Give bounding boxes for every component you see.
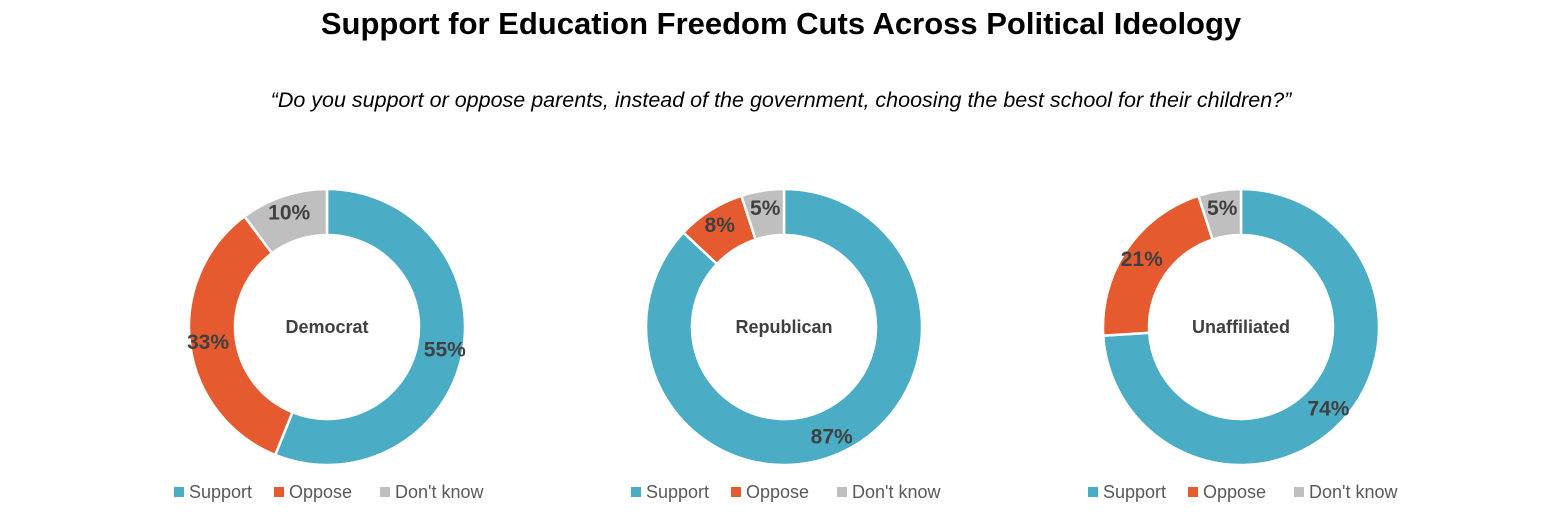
donut-chart-democrat: 55% 33% 10% Democrat Support Oppose Don't know (174, 187, 484, 502)
legend-label-support: Support (189, 482, 252, 502)
legend-swatch-support (1088, 487, 1098, 497)
data-label-oppose: 8% (705, 214, 736, 237)
chart-subtitle: “Do you support or oppose parents, inste… (270, 88, 1292, 112)
legend-swatch-oppose (1188, 487, 1198, 497)
legend-label-support: Support (646, 482, 709, 502)
chart-legend: Support Oppose Don't know (174, 482, 484, 502)
donut-chart-republican: 87% 8% 5% Republican Support Oppose Don't know (631, 187, 941, 502)
legend-label-oppose: Oppose (746, 482, 809, 502)
legend-swatch-oppose (731, 487, 741, 497)
chart-legend: Support Oppose Don't know (631, 482, 941, 502)
legend-label-dont-know: Don't know (395, 482, 484, 502)
data-label-support: 74% (1307, 398, 1349, 421)
chart-legend: Support Oppose Don't know (1088, 482, 1398, 502)
legend-swatch-dont-know (1294, 487, 1304, 497)
legend-swatch-dont-know (837, 487, 847, 497)
donut-segment-oppose (187, 214, 295, 457)
data-label-oppose: 21% (1121, 248, 1163, 271)
data-label-support: 55% (424, 338, 466, 361)
donut-segment-dont-know (1196, 187, 1243, 242)
donut-center-label: Democrat (285, 317, 368, 337)
legend-label-dont-know: Don't know (852, 482, 941, 502)
donut-segment-dont-know (242, 187, 329, 256)
legend-swatch-support (174, 487, 184, 497)
donut-center-label: Republican (735, 317, 832, 337)
donut-chart-unaffiliated: 74% 21% 5% Unaffiliated Support Oppose Don't k… (1088, 187, 1398, 502)
data-label-dont-know: 5% (1207, 197, 1238, 220)
data-label-oppose: 33% (187, 331, 229, 354)
data-label-dont-know: 5% (750, 197, 781, 220)
data-label-support: 87% (811, 426, 853, 449)
donut-segment-support (273, 187, 467, 467)
legend-swatch-oppose (274, 487, 284, 497)
legend-swatch-dont-know (380, 487, 390, 497)
donut-center-label: Unaffiliated (1192, 317, 1290, 337)
data-label-dont-know: 10% (268, 202, 310, 225)
donut-segment-dont-know (739, 187, 786, 242)
chart-title: Support for Education Freedom Cuts Acros… (320, 6, 1242, 41)
legend-label-dont-know: Don't know (1309, 482, 1398, 502)
legend-label-support: Support (1103, 482, 1166, 502)
donut-segment-support (1101, 187, 1381, 467)
legend-swatch-support (631, 487, 641, 497)
donut-segment-support (644, 187, 924, 467)
legend-label-oppose: Oppose (1203, 482, 1266, 502)
legend-label-oppose: Oppose (289, 482, 352, 502)
